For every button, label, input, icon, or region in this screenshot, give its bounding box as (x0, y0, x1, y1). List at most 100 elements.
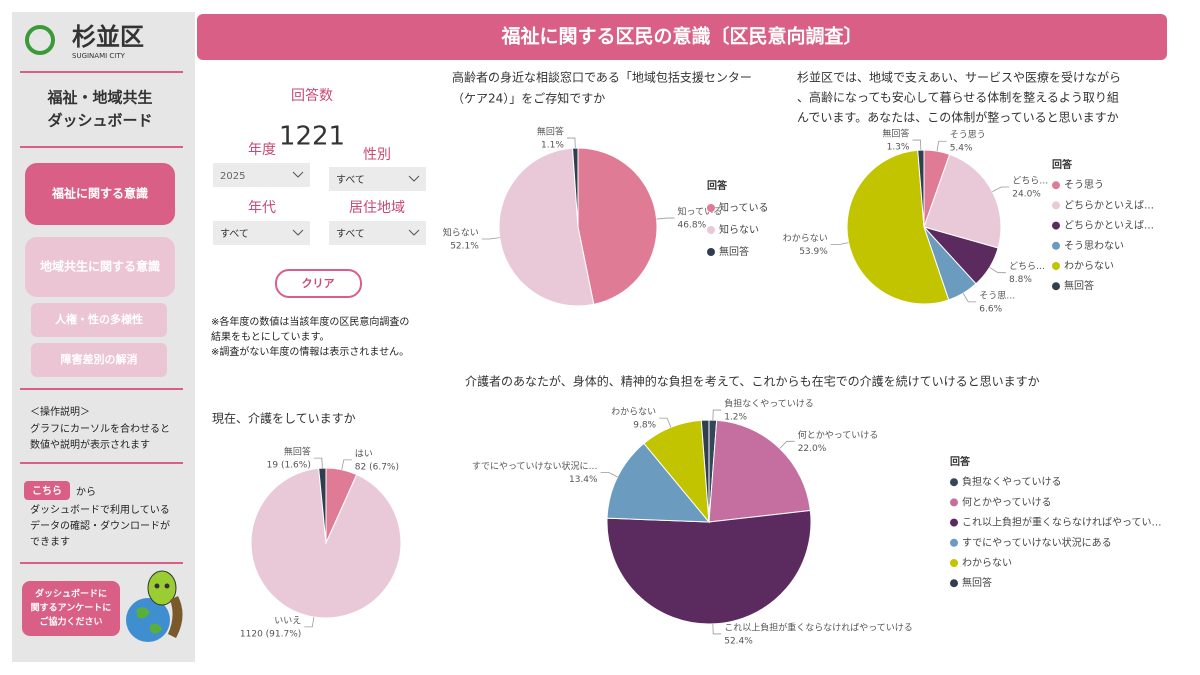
slice-label: 無回答 (882, 128, 909, 140)
leader-line (712, 409, 722, 421)
mascot-shell (168, 596, 183, 638)
legend-title: 回答 (707, 179, 728, 192)
nav-button[interactable]: 障害差別の解消 (31, 343, 167, 377)
sidebar-title: ダッシュボード (47, 112, 152, 130)
filter-label: 居住地域 (349, 200, 405, 216)
dropdown[interactable]: すべて (329, 221, 426, 245)
legend-swatch (707, 226, 715, 234)
slice-label: 無回答 (284, 446, 311, 458)
nav-button-bg (31, 303, 167, 337)
pie-slice (923, 153, 1002, 249)
slice-label: どちら… (1012, 176, 1048, 187)
chevron (292, 229, 304, 236)
leader-line (830, 242, 849, 246)
chart-title: 高齢者の身近な相談窓口である「地域包括支援センター (452, 70, 752, 85)
legend-swatch (950, 559, 958, 567)
slice-label: いいえ (274, 615, 301, 626)
chart-title: 、高齢になっても安心して暮らせる体制を整えるよう取り組 (797, 90, 1119, 105)
chart-title: （ケア24）」をご存知ですか (452, 91, 605, 106)
leader-line (989, 267, 1007, 274)
nav-button[interactable]: 福祉に関する意識 (25, 163, 175, 225)
value-label: 9.8% (633, 421, 656, 431)
mascot-land (136, 607, 162, 634)
dropdown[interactable]: 2025 (213, 163, 310, 187)
mascot (126, 570, 183, 642)
link-button[interactable]: こちら (24, 481, 70, 500)
slice-label: 負担なくやっていける (724, 398, 814, 410)
legend-swatch (1052, 221, 1060, 230)
legend-label: そう思わない (1064, 240, 1124, 252)
dropdown-value: すべて (336, 228, 365, 240)
count-label: 回答数 (291, 87, 333, 104)
slice-label: わからない (611, 407, 656, 418)
legend-label: すでにやっていけない状況にある (962, 536, 1112, 549)
value-label: 52.4% (724, 636, 753, 646)
nav-button-bg (25, 237, 175, 297)
value-label: 24.0% (1012, 190, 1041, 200)
value-label: 46.8% (678, 221, 707, 231)
survey-button[interactable]: ダッシュボードに 関するアンケートに ご協力ください (22, 581, 120, 636)
clear-label: クリア (302, 277, 335, 290)
link-button-bg (24, 481, 70, 500)
pie-slice (606, 509, 812, 625)
legend-label: 無回答 (1064, 279, 1094, 292)
legend-label: 知っている (719, 201, 769, 214)
count-value: 1221 (279, 122, 345, 152)
nav-label: 人権・性の多様性 (55, 312, 143, 326)
leader-line (712, 623, 722, 635)
link-text: できます (30, 536, 70, 548)
legend-swatch (1052, 181, 1060, 190)
legend-label: 負担なくやっていける (962, 476, 1062, 488)
slice-label: すでにやっていけない状況に… (472, 460, 598, 472)
pie-slice (708, 419, 811, 523)
nav-button[interactable]: 地域共生に関する意識 (25, 237, 175, 297)
slice-label: そう思… (979, 290, 1015, 301)
pie-slice (498, 147, 595, 307)
pie-slice (700, 419, 710, 523)
leader-line (566, 137, 576, 149)
legend-swatch (950, 478, 958, 487)
dropdown[interactable]: すべて (213, 221, 310, 245)
value-label: 1.3% (887, 143, 910, 153)
header-title: 福祉に関する区民の意識〔区民意向調査〕 (500, 25, 862, 48)
survey-label: ダッシュボードに (35, 588, 107, 600)
value-label: 1.2% (724, 413, 747, 423)
pie-slice (250, 467, 402, 619)
leader-line (936, 140, 947, 152)
pie-slice (846, 149, 950, 305)
slice-label: 知らない (443, 226, 479, 238)
legend-swatch (950, 518, 958, 527)
mascot-head (147, 570, 177, 606)
legend-label: 何とかやっていける (962, 495, 1052, 508)
slice-label: わからない (783, 233, 828, 244)
filter-label: 年度 (248, 142, 276, 158)
legend-swatch (950, 498, 958, 507)
legend-label: 無回答 (719, 245, 749, 258)
filter-label: 性別 (363, 147, 391, 163)
leader-line (912, 139, 922, 151)
legend-swatch (707, 204, 715, 212)
legend-label: そう思う (1064, 179, 1104, 191)
note: ※各年度の数値は当該年度の区民意向調査の (211, 315, 409, 328)
dropdown-value: すべて (336, 174, 365, 186)
value-label: 19 (1.6%) (267, 461, 311, 471)
slice-label: はい (355, 448, 373, 459)
dropdown[interactable]: すべて (329, 167, 426, 191)
leader-line (659, 417, 672, 428)
nav-button[interactable]: 人権・性の多様性 (31, 303, 167, 337)
legend-label: 知らない (719, 223, 759, 236)
legend-label: わからない (962, 557, 1012, 569)
value-label: 53.9% (799, 247, 828, 257)
chevron (292, 171, 304, 178)
value-label: 6.6% (979, 304, 1002, 314)
logo-name: 杉並区 (72, 23, 144, 51)
legend-label: どちらかといえば… (1064, 199, 1154, 211)
link-text: から (76, 486, 96, 498)
survey-label: ご協力ください (39, 616, 102, 628)
slice-label: どちら… (1009, 261, 1045, 272)
clear-button[interactable]: クリア (275, 269, 362, 298)
leader-line (962, 293, 977, 303)
dropdown-value: 2025 (220, 171, 245, 182)
dropdown-bg (213, 163, 310, 187)
